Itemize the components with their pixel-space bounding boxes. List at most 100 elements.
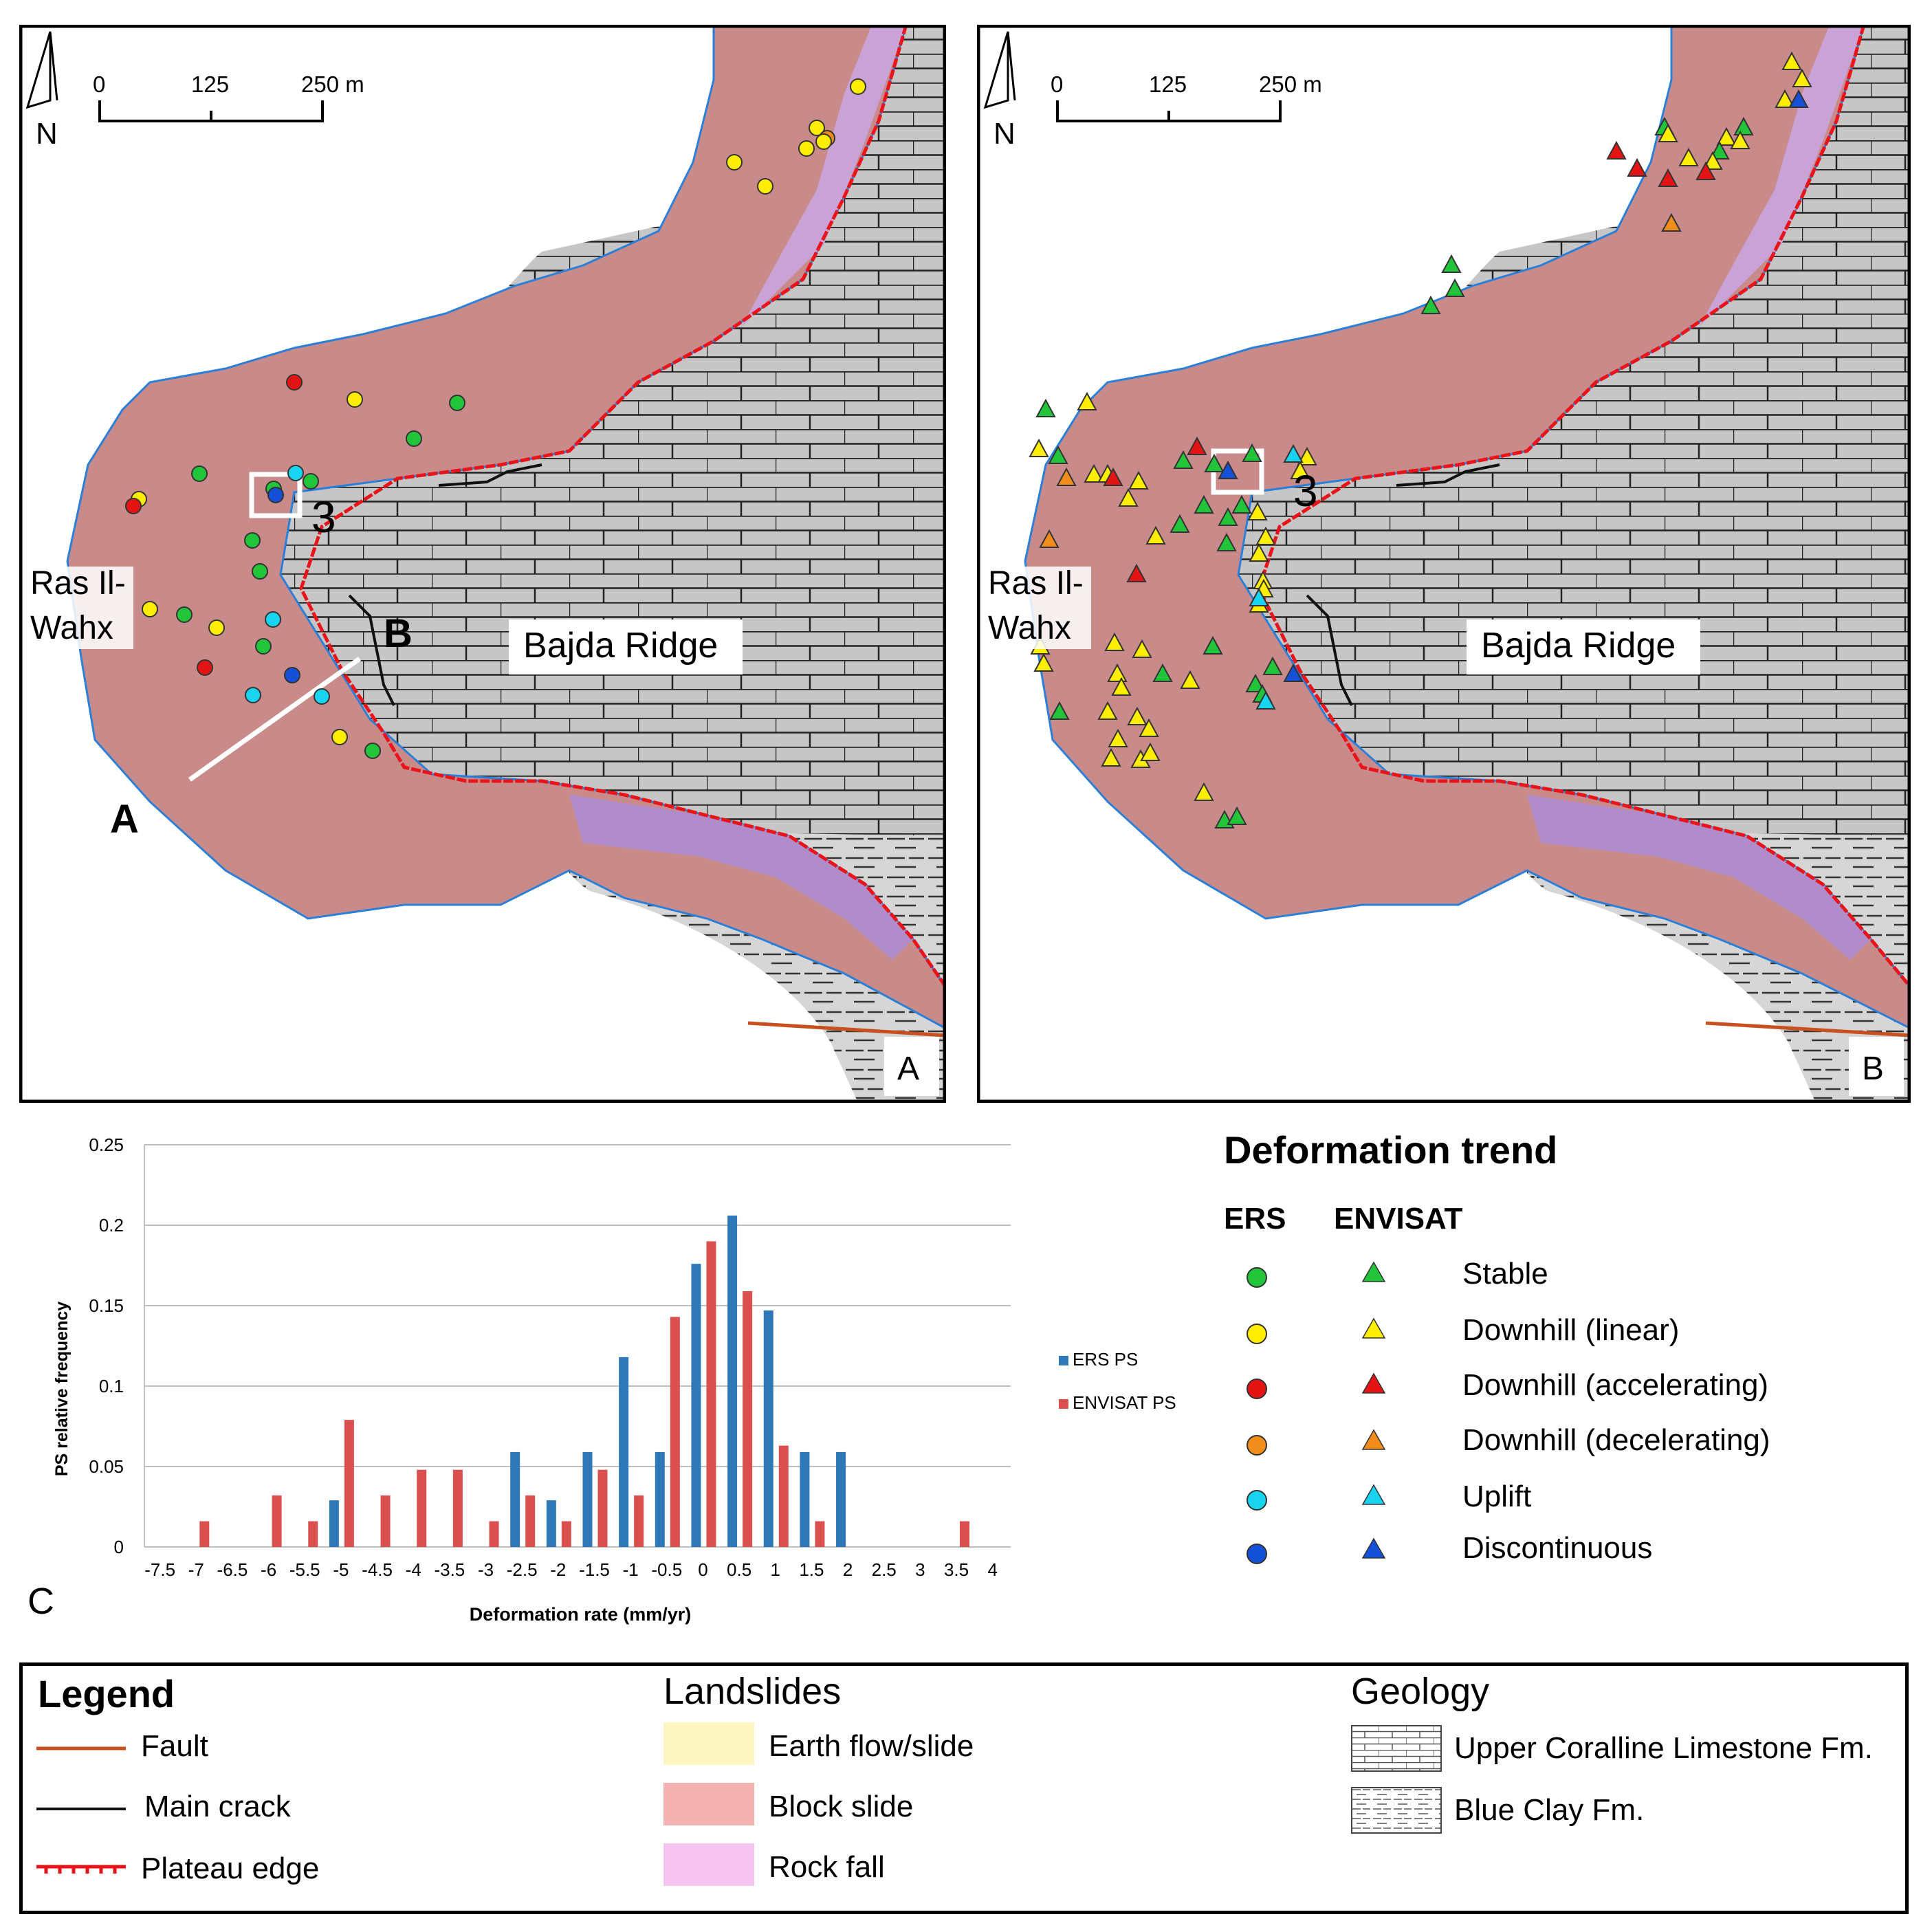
envisat-point-uplift	[1255, 690, 1276, 710]
place-label-ras: Ras Il-	[30, 565, 126, 602]
x-tick-label: 4	[987, 1559, 997, 1580]
envisat-point-stable	[1194, 494, 1214, 514]
envisat-bar	[597, 1469, 608, 1547]
envisat-point-stable	[1227, 806, 1247, 825]
envisat-point-stable	[1204, 453, 1225, 472]
ers-bar	[510, 1451, 520, 1547]
swatch-rock-fall	[663, 1843, 754, 1886]
x-tick-label: -6.5	[217, 1559, 248, 1580]
x-tick-label: -6	[261, 1559, 276, 1580]
ers-point-stable	[449, 395, 465, 411]
trend-legend-title: Deformation trend	[1224, 1128, 1558, 1172]
x-tick-label: 2	[843, 1559, 853, 1580]
ers-point-downhill-linear	[142, 601, 158, 617]
ers-point-stable	[244, 532, 261, 549]
trend-item-uplift: Uplift	[1462, 1480, 1532, 1513]
envisat-point-stable	[1733, 116, 1754, 135]
inset-box-label: 3	[311, 492, 336, 542]
y-axis-label: PS relative frequency	[52, 1302, 72, 1476]
ers-bar	[727, 1215, 738, 1547]
envisat-point-stable	[1216, 532, 1237, 551]
x-tick-label: -7.5	[144, 1559, 175, 1580]
inset-box-3	[249, 472, 303, 518]
envisat-bar	[561, 1521, 571, 1547]
ers-bar	[800, 1451, 810, 1547]
envisat-bar	[778, 1445, 789, 1547]
envisat-point-downhill-linear	[1127, 706, 1148, 725]
x-tick-label: -0.5	[651, 1559, 682, 1580]
envisat-point-stable	[1420, 295, 1441, 314]
trend-item-downhill-accelerating: Downhill (accelerating)	[1462, 1368, 1769, 1402]
y-tick-label: 0.1	[99, 1376, 124, 1396]
x-tick-label: 3.5	[944, 1559, 969, 1580]
y-tick-label: 0.2	[99, 1215, 124, 1236]
scale-tick-125: 125	[1149, 72, 1187, 97]
envisat-point-downhill-linear	[1255, 526, 1276, 545]
rock-fall-area-south	[1527, 795, 1871, 960]
ers-point-stable	[176, 606, 193, 623]
ers-point-downhill-linear	[208, 619, 225, 636]
envisat-bar	[199, 1521, 210, 1547]
y-tick-label: 0	[114, 1537, 124, 1557]
envisat-point-stable	[1048, 445, 1068, 464]
rock-fall-area	[1699, 25, 1864, 327]
ers-bar	[329, 1500, 339, 1547]
ers-bar	[763, 1310, 773, 1547]
envisat-point-downhill-linear	[1140, 742, 1161, 761]
ers-point-uplift	[287, 465, 304, 481]
swatch-blue-clay	[1351, 1787, 1442, 1834]
envisat-point-downhill-linear	[1290, 460, 1310, 479]
x-tick-label: -1.5	[579, 1559, 610, 1580]
envisat-point-downhill-linear	[1702, 151, 1723, 170]
profile-end-a: A	[110, 797, 139, 842]
envisat-point-downhill-linear	[1194, 782, 1214, 801]
envisat-bar	[815, 1521, 825, 1547]
x-tick-labels: -7.5 -7 -6.5 -6 -5.5 -5 -4.5 -4 -3.5 -3 -2.5 -2 -1.5…	[144, 1559, 998, 1580]
envisat-point-downhill-accelerating	[1103, 467, 1123, 486]
ers-point-downhill-linear	[850, 78, 866, 95]
scale-tick-250: 250 m	[301, 72, 364, 97]
trend-circle-downhill-linear	[1247, 1324, 1267, 1344]
scale-tick-250: 250 m	[1259, 72, 1322, 97]
ers-point-discontinuous	[284, 667, 300, 683]
ers-point-downhill-linear	[726, 154, 743, 171]
trend-item-stable: Stable	[1462, 1257, 1548, 1291]
plateau-edge-line	[1257, 25, 1911, 989]
trend-item-downhill-linear: Downhill (linear)	[1462, 1313, 1680, 1347]
trend-triangle-discontinuous	[1361, 1537, 1386, 1559]
chart-legend: ERS PS ENVISAT PS	[1059, 1349, 1176, 1413]
ers-point-downhill-linear	[809, 120, 825, 136]
envisat-point-stable	[1242, 443, 1262, 462]
ers-point-downhill-linear	[347, 391, 363, 408]
legend-limestone: Upper Coralline Limestone Fm.	[1454, 1731, 1873, 1765]
ers-point-uplift	[314, 688, 330, 705]
legend-fault: Fault	[141, 1729, 208, 1763]
ers-bar	[836, 1451, 846, 1547]
envisat-point-downhill-accelerating	[1126, 563, 1147, 582]
fault-line	[747, 1021, 946, 1038]
trend-triangle-downhill-linear	[1361, 1317, 1386, 1339]
envisat-point-stable	[1170, 514, 1190, 533]
envisat-point-stable	[1218, 507, 1238, 526]
ers-point-downhill-linear	[815, 133, 832, 150]
legend-swatch-ers	[1059, 1356, 1068, 1365]
main-crack-1	[438, 463, 542, 487]
map-panel-a: N 0 125 250 m Ras Il- Wahx Bajda Ridge 3…	[19, 25, 946, 1103]
envisat-point-downhill-linear	[1139, 718, 1159, 737]
inset-box-label: 3	[1293, 466, 1318, 516]
scale-tick-125: 125	[191, 72, 229, 97]
scale-tick-0: 0	[1051, 72, 1063, 97]
y-tick-label: 0.05	[89, 1456, 124, 1477]
envisat-point-downhill-accelerating	[1187, 436, 1207, 455]
x-tick-label: -1	[623, 1559, 639, 1580]
envisat-point-downhill-linear	[1097, 701, 1118, 720]
envisat-bar	[706, 1241, 716, 1547]
envisat-bar	[272, 1495, 282, 1547]
envisat-point-downhill-linear	[1730, 130, 1750, 149]
envisat-bar	[344, 1420, 354, 1547]
envisat-point-downhill-linear	[1108, 728, 1128, 747]
ers-point-downhill-accelerating	[197, 659, 213, 676]
fault-line	[1705, 1021, 1911, 1038]
envisat-point-downhill-accelerating	[1627, 157, 1647, 177]
envisat-point-stable	[1709, 140, 1730, 160]
